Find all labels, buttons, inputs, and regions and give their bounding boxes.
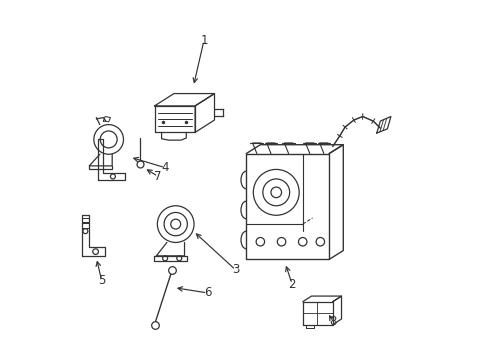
Text: 4: 4 (161, 161, 168, 174)
Text: 7: 7 (154, 170, 162, 183)
Text: 1: 1 (200, 34, 207, 47)
Text: 5: 5 (98, 274, 105, 287)
Text: 2: 2 (288, 278, 295, 291)
Text: 3: 3 (231, 264, 239, 276)
Text: 6: 6 (203, 287, 211, 300)
Text: 8: 8 (328, 315, 336, 328)
